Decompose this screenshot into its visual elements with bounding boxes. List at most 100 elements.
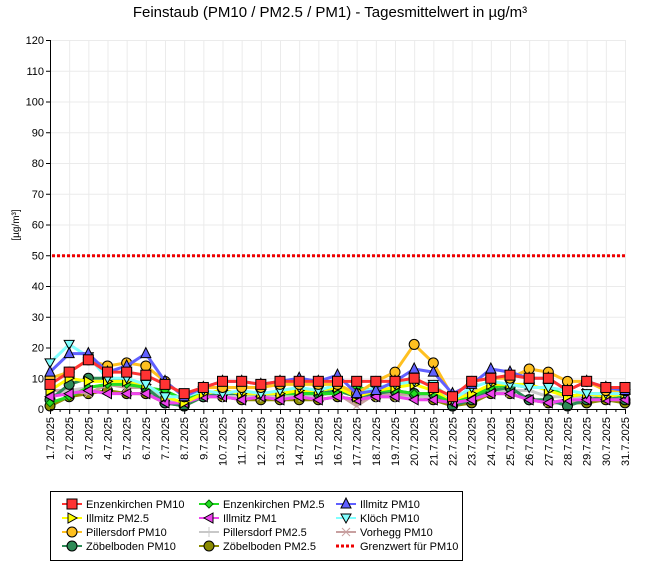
data-point [580, 389, 593, 400]
data-point [427, 393, 438, 406]
data-point [523, 393, 534, 406]
data-point [562, 385, 573, 397]
x-tick-label: 25.7.2025 [505, 417, 517, 466]
x-tick-label: 27.7.2025 [543, 417, 555, 466]
x-tick-label: 11.7.2025 [237, 417, 249, 465]
series-group [43, 338, 632, 412]
y-tick-label: 20 [32, 343, 44, 355]
x-tick-label: 6.7.2025 [141, 417, 153, 460]
data-point [197, 381, 209, 393]
data-point [408, 338, 420, 350]
data-point [102, 366, 113, 378]
data-point [236, 375, 248, 387]
y-tick-label: 100 [26, 97, 44, 109]
legend-label: Vorhegg PM10 [360, 527, 433, 539]
data-point [43, 390, 55, 403]
data-point [408, 372, 420, 384]
x-tick-label: 22.7.2025 [448, 417, 460, 466]
data-point [44, 364, 56, 377]
data-point [140, 360, 152, 372]
data-point [408, 393, 419, 406]
x-tick-label: 18.7.2025 [371, 417, 383, 466]
x-tick-label: 2.7.2025 [64, 417, 76, 460]
x-tick-label: 5.7.2025 [122, 417, 134, 460]
x-tick-label: 17.7.2025 [352, 417, 364, 466]
grid [50, 40, 626, 409]
data-point [581, 375, 593, 387]
legend-item: Illmitz PM10 [336, 496, 420, 511]
legend-item: Pillersdorf PM10 [62, 526, 167, 539]
x-tick-label: 24.7.2025 [486, 417, 498, 466]
legend-item: Pillersdorf PM2.5 [199, 527, 307, 539]
legend-marker [66, 526, 78, 538]
x-tick-label: 3.7.2025 [83, 417, 95, 460]
data-point [139, 387, 151, 400]
data-point [159, 378, 171, 390]
data-point [503, 387, 515, 400]
legend-label: Klöch PM10 [360, 513, 419, 525]
legend: Enzenkirchen PM10 Enzenkirchen PM2.5 Illmi… [50, 491, 463, 561]
data-point [63, 339, 76, 351]
x-tick-label: 14.7.2025 [294, 417, 306, 466]
legend-item: Zöbelboden PM10 [62, 540, 176, 553]
legend-label: Illmitz PM1 [223, 513, 277, 525]
legend-item: Illmitz PM1 [199, 512, 277, 525]
legend-marker [67, 512, 79, 524]
data-point [484, 387, 496, 400]
data-point [350, 386, 363, 399]
data-point [485, 361, 497, 374]
data-point [619, 381, 631, 393]
data-point [408, 361, 420, 374]
data-point [178, 388, 190, 400]
x-tick-label: 21.7.2025 [428, 417, 440, 466]
data-point [600, 381, 612, 393]
data-point [274, 375, 286, 387]
legend-marker [204, 499, 214, 509]
data-point [312, 393, 323, 406]
y-tick-label: 30 [32, 312, 44, 324]
data-point [504, 369, 516, 381]
y-tick-label: 40 [32, 281, 44, 293]
legend-label: Zöbelboden PM10 [86, 541, 176, 553]
y-tick-label: 80 [32, 158, 44, 170]
x-tick-label: 15.7.2025 [313, 417, 325, 466]
data-point [465, 393, 477, 406]
legend-item: Vorhegg PM10 [336, 527, 433, 539]
data-point [82, 354, 94, 366]
data-point [427, 364, 440, 377]
x-tick-label: 28.7.2025 [563, 417, 575, 466]
data-point [542, 372, 554, 384]
y-axis-label: [µg/m³] [11, 209, 22, 241]
legend-marker [202, 512, 214, 524]
y-tick-label: 10 [32, 373, 44, 385]
data-point [293, 375, 305, 387]
data-point [332, 375, 343, 387]
data-point [427, 381, 439, 393]
x-tick-label: 4.7.2025 [103, 417, 115, 460]
data-point [388, 390, 400, 403]
data-point [447, 391, 458, 403]
legend-item: Klöch PM10 [336, 513, 419, 525]
y-tick-label: 70 [32, 189, 44, 201]
x-tick-label: 29.7.2025 [582, 417, 594, 466]
legend-label: Pillersdorf PM10 [86, 527, 167, 539]
x-tick-label: 8.7.2025 [179, 417, 191, 460]
x-tick-label: 1.7.2025 [45, 417, 57, 460]
data-point [121, 366, 133, 378]
data-point [120, 387, 132, 400]
data-point [101, 387, 112, 400]
x-tick-label: 23.7.2025 [467, 417, 479, 466]
y-tick-label: 60 [32, 220, 44, 232]
legend-item: Grenzwert für PM10 [336, 541, 458, 553]
y-tick-label: 90 [32, 127, 44, 139]
data-point [351, 375, 363, 387]
data-point [63, 346, 75, 359]
legend-label: Pillersdorf PM2.5 [223, 527, 307, 539]
data-point [159, 392, 171, 403]
y-tick-label: 50 [32, 250, 44, 262]
legend-item: Enzenkirchen PM10 [62, 498, 184, 511]
legend-label: Enzenkirchen PM2.5 [223, 499, 325, 511]
data-point [83, 375, 95, 388]
legend-marker [340, 513, 352, 525]
